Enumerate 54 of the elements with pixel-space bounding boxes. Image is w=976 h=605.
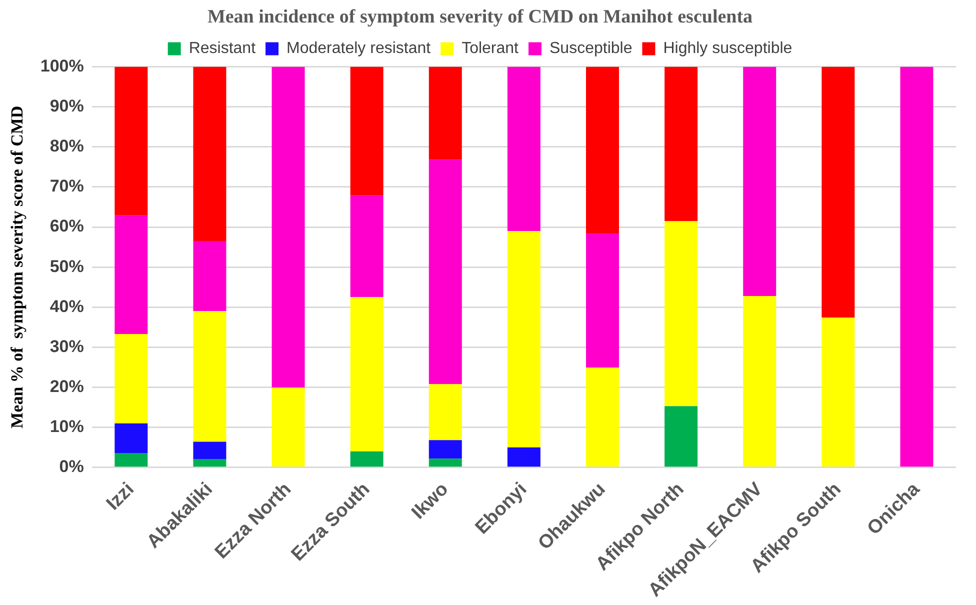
legend-label: Resistant bbox=[188, 40, 256, 58]
bar bbox=[586, 368, 619, 467]
chart-title: Mean incidence of symptom severity of CMD on Manihot esculenta bbox=[207, 6, 754, 28]
bar bbox=[350, 297, 384, 452]
y-axis-title: Mean % of symptom severity score of CMD bbox=[8, 106, 27, 428]
bar bbox=[743, 66, 776, 296]
bar bbox=[350, 195, 384, 298]
bar bbox=[350, 66, 384, 196]
bar bbox=[822, 318, 855, 467]
bar bbox=[586, 66, 619, 234]
bar bbox=[507, 66, 540, 232]
bar bbox=[114, 334, 148, 424]
legend-label: Tolerant bbox=[462, 40, 520, 58]
bar bbox=[428, 160, 462, 384]
bar bbox=[272, 388, 305, 467]
y-tick-label: 70% bbox=[50, 176, 84, 196]
y-tick-label: 50% bbox=[50, 256, 84, 276]
bar bbox=[272, 66, 305, 388]
bar bbox=[193, 442, 226, 459]
y-tick-label: 10% bbox=[50, 417, 84, 436]
bar bbox=[586, 234, 619, 368]
bar bbox=[193, 66, 226, 242]
bar bbox=[114, 423, 148, 453]
bar bbox=[664, 221, 698, 406]
legend-label: Moderately resistant bbox=[286, 40, 432, 58]
x-tick-label: Izzi bbox=[102, 478, 138, 515]
y-tick-label: 20% bbox=[50, 376, 84, 396]
y-tick-label: 90% bbox=[50, 96, 84, 116]
bar bbox=[507, 231, 540, 448]
bar bbox=[900, 66, 934, 467]
bar bbox=[114, 66, 148, 216]
y-tick-label: 80% bbox=[50, 136, 84, 156]
y-tick-label: 30% bbox=[50, 336, 84, 356]
bar bbox=[507, 447, 540, 467]
bar bbox=[664, 406, 698, 467]
y-tick-label: 40% bbox=[50, 296, 84, 316]
y-tick-label: 100% bbox=[40, 56, 84, 76]
bar bbox=[428, 66, 462, 160]
bar bbox=[743, 296, 776, 467]
y-tick-label: 0% bbox=[59, 457, 84, 476]
bar bbox=[428, 384, 462, 440]
bar bbox=[193, 311, 226, 442]
legend-label: Susceptible bbox=[550, 40, 632, 58]
bar bbox=[193, 241, 226, 312]
y-tick-label: 60% bbox=[50, 216, 84, 236]
bar bbox=[664, 66, 698, 222]
legend-label: Highly susceptible bbox=[663, 40, 792, 58]
bar bbox=[114, 452, 148, 467]
bar bbox=[428, 440, 462, 459]
bar bbox=[822, 66, 855, 318]
bar bbox=[428, 458, 462, 467]
bar bbox=[193, 458, 226, 467]
bar bbox=[350, 451, 384, 467]
bar bbox=[114, 215, 148, 334]
